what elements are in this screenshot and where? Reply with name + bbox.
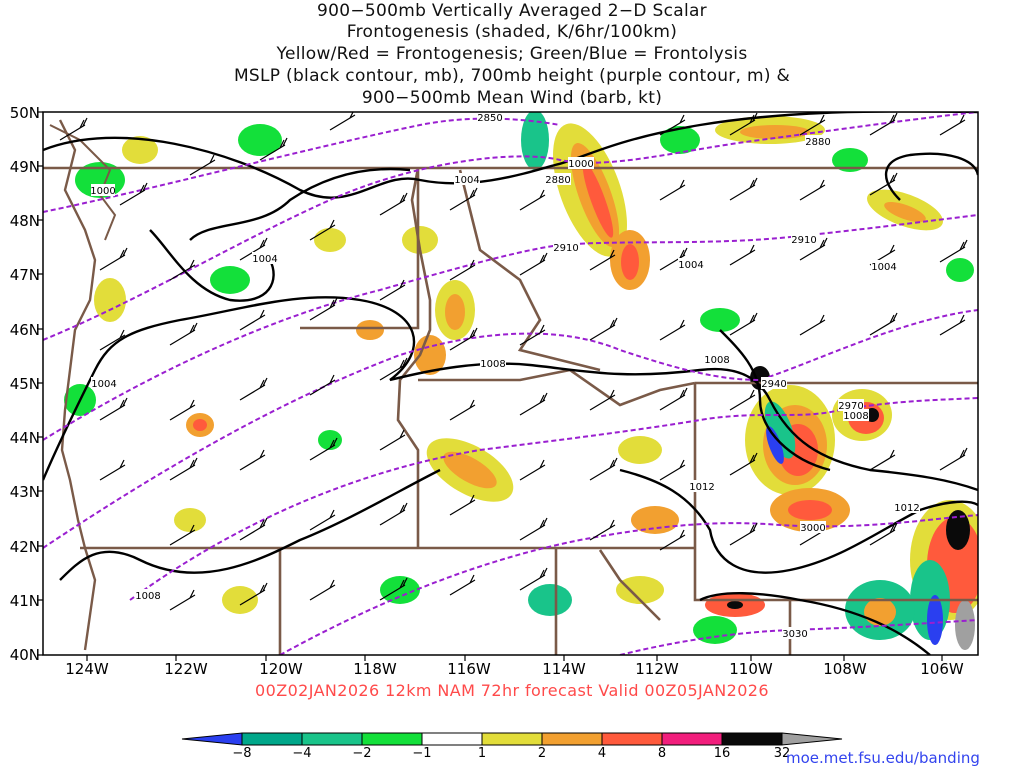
- height-label: 2880: [545, 175, 570, 186]
- lon-label: 108W: [823, 660, 867, 678]
- colorbar-label: 1: [477, 746, 487, 761]
- lon-label: 112W: [635, 660, 679, 678]
- mslp-label: 1004: [252, 254, 277, 265]
- pacific-coastline: [58, 119, 97, 651]
- lon-label: 120W: [259, 660, 303, 678]
- height-label: 2850: [477, 113, 502, 124]
- mslp-label: 1012: [894, 503, 919, 514]
- height-label: 2940: [761, 379, 786, 390]
- colorbar-swatch: [601, 732, 663, 746]
- colorbar-swatch: [361, 732, 423, 746]
- mslp-label: 1004: [454, 175, 479, 186]
- title-line-4: MSLP (black contour, mb), 700mb height (…: [233, 66, 791, 86]
- colorbar-swatch: [241, 732, 303, 746]
- colorbar-label: −4: [292, 746, 312, 761]
- title-line-5: 900−500mb Mean Wind (barb, kt): [361, 88, 663, 108]
- lat-label: 43N: [9, 483, 40, 501]
- height-label: 2970: [838, 401, 863, 412]
- mslp-label: 1004: [871, 262, 896, 273]
- colorbar-label: −2: [352, 746, 372, 761]
- lat-label: 48N: [9, 212, 40, 230]
- height-label: 3000: [800, 523, 825, 534]
- lon-label: 114W: [542, 660, 586, 678]
- lon-label: 118W: [353, 660, 397, 678]
- height-label: 2910: [791, 235, 816, 246]
- mslp-label: 1008: [480, 359, 505, 370]
- valid-time-caption: 00Z02JAN2026 12km NAM 72hr forecast Vali…: [255, 681, 769, 700]
- colorbar-label: −8: [232, 746, 252, 761]
- lat-label: 40N: [9, 646, 40, 664]
- height-label: 3030: [782, 629, 807, 640]
- height-label: 2880: [805, 137, 830, 148]
- colorbar-label: 4: [597, 746, 607, 761]
- wind-barbs: [59, 112, 968, 611]
- mslp-contours: [43, 112, 978, 655]
- colorbar-label: 8: [657, 746, 667, 761]
- mslp-label: 1008: [704, 355, 729, 366]
- mslp-label: 1000: [568, 159, 593, 170]
- mslp-label: 1004: [678, 260, 703, 271]
- height-contours: [43, 112, 978, 655]
- colorbar-swatch: [421, 732, 483, 746]
- colorbar-label: 16: [713, 746, 731, 761]
- title-line-1: 900−500mb Vertically Averaged 2−D Scalar: [317, 1, 707, 21]
- lat-label: 45N: [9, 375, 40, 393]
- credit-link[interactable]: moe.met.fsu.edu/banding: [786, 749, 980, 767]
- colorbar-swatch: [181, 732, 243, 746]
- mslp-label: 1008: [843, 411, 868, 422]
- lon-label: 122W: [164, 660, 208, 678]
- mslp-label: 1012: [689, 482, 714, 493]
- colorbar-swatch: [481, 732, 543, 746]
- title-line-2: Frontogenesis (shaded, K/6hr/100km): [346, 22, 678, 42]
- lat-label: 41N: [9, 592, 40, 610]
- lat-label: 50N: [9, 104, 40, 122]
- lon-label: 124W: [65, 660, 109, 678]
- axis-ticks: [37, 111, 943, 661]
- mslp-label: 1000: [90, 186, 115, 197]
- lat-label: 46N: [9, 321, 40, 339]
- colorbar-swatch: [721, 732, 783, 746]
- lat-label: 42N: [9, 538, 40, 556]
- state-borders: [43, 166, 978, 655]
- lon-label: 110W: [729, 660, 773, 678]
- lat-label: 47N: [9, 266, 40, 284]
- mslp-label: 1004: [91, 379, 116, 390]
- colorbar-label: 32: [773, 746, 791, 761]
- height-label: 2910: [553, 243, 578, 254]
- colorbar-swatch: [541, 732, 603, 746]
- lon-label: 106W: [920, 660, 964, 678]
- lat-label: 44N: [9, 429, 40, 447]
- colorbar-swatch: [781, 732, 843, 746]
- colorbar-label: −1: [412, 746, 432, 761]
- mslp-label: 1008: [135, 591, 160, 602]
- lat-label: 49N: [9, 158, 40, 176]
- colorbar-swatch: [661, 732, 723, 746]
- colorbar-label: 2: [537, 746, 547, 761]
- lon-label: 116W: [447, 660, 491, 678]
- title-line-3: Yellow/Red = Frontogenesis; Green/Blue =…: [276, 44, 748, 64]
- colorbar-swatch: [301, 732, 363, 746]
